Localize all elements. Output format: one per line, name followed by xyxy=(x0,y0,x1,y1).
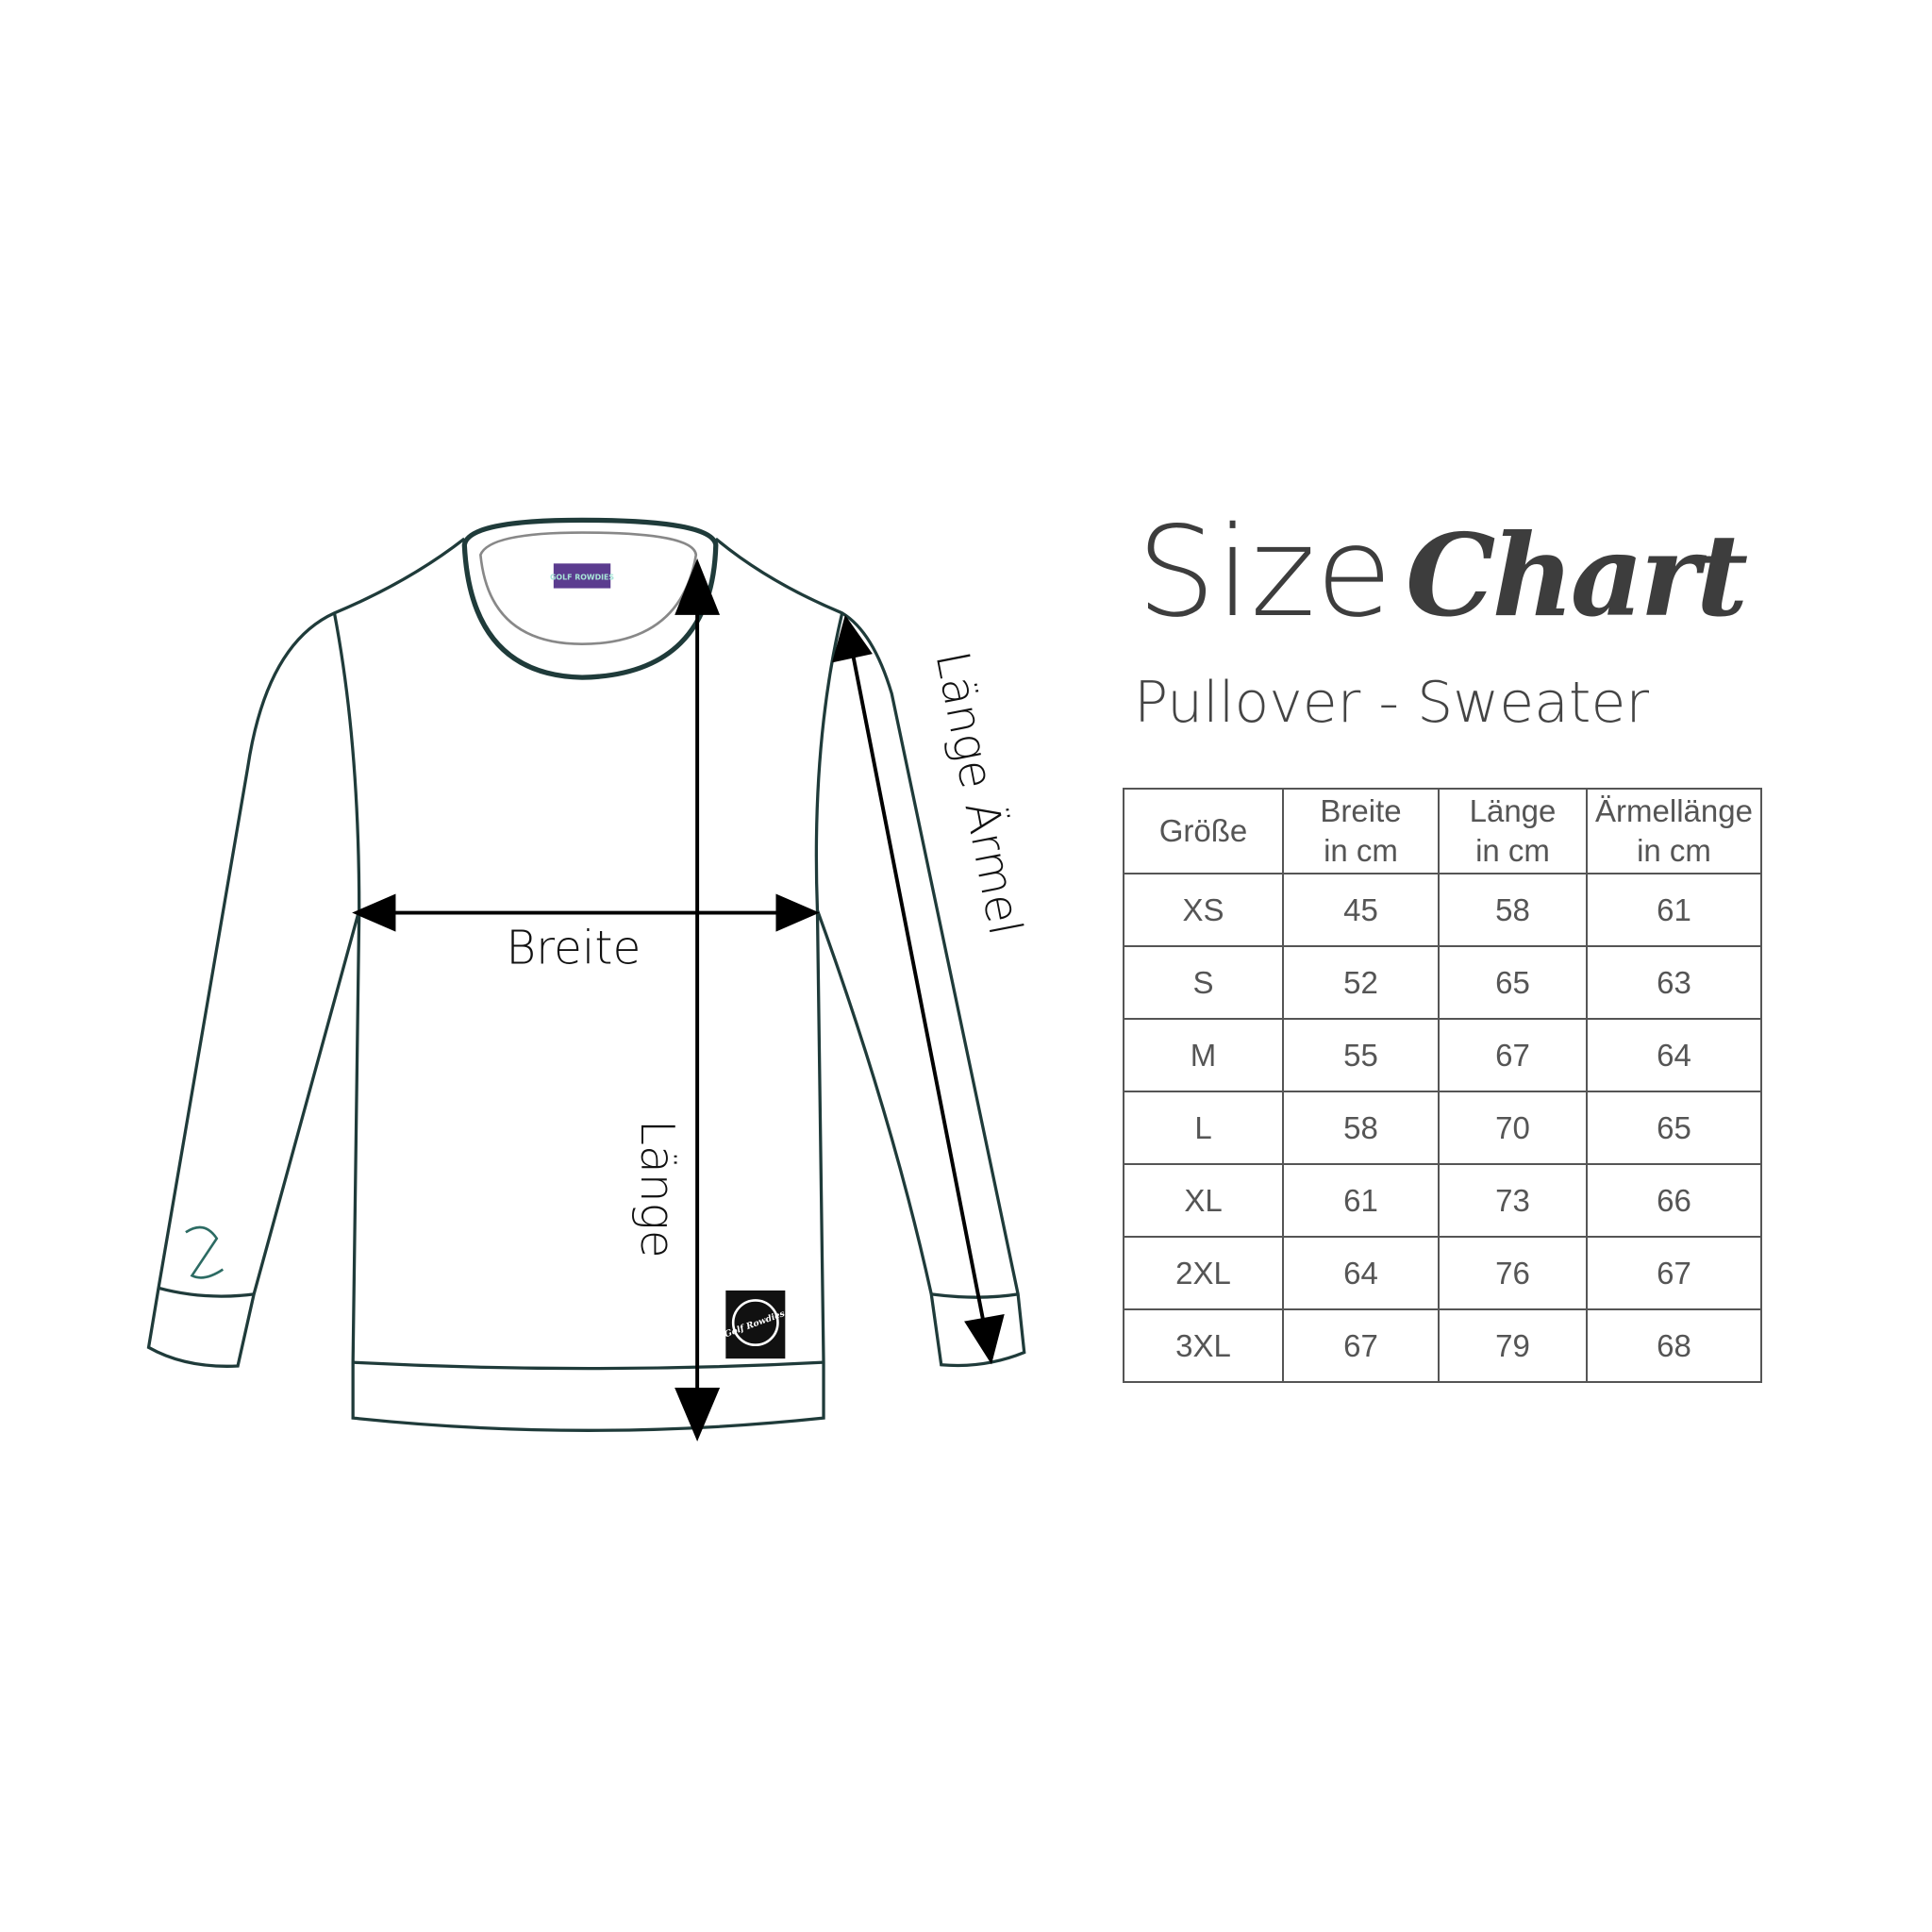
table-cell: 61 xyxy=(1282,1163,1440,1238)
table-cell: XL xyxy=(1123,1163,1284,1238)
table-cell: 66 xyxy=(1586,1163,1762,1238)
header-text: Ärmellänge xyxy=(1595,793,1753,828)
table-row: XL 61 73 66 xyxy=(1123,1163,1762,1238)
table-cell: 3XL xyxy=(1123,1308,1284,1383)
table-cell: 52 xyxy=(1282,945,1440,1020)
header-size: Größe xyxy=(1123,788,1284,874)
subtitle: Pullover - Sweater xyxy=(1134,670,1650,736)
header-row: Größe Breite in cm Länge in cm Ärmellänge i… xyxy=(1123,788,1762,874)
patch-logo xyxy=(725,1290,786,1359)
table-row: 2XL 64 76 67 xyxy=(1123,1236,1762,1310)
table-cell: 55 xyxy=(1282,1018,1440,1092)
table-cell: 67 xyxy=(1282,1308,1440,1383)
header-unit: in cm xyxy=(1475,833,1550,868)
table-cell: 58 xyxy=(1282,1091,1440,1165)
table-cell: S xyxy=(1123,945,1284,1020)
table-row: XS 45 58 61 xyxy=(1123,873,1762,947)
header-unit: in cm xyxy=(1324,833,1398,868)
sweater-outline xyxy=(146,537,1026,1432)
header-sleeve: Ärmellänge in cm xyxy=(1586,788,1762,874)
table-cell: 65 xyxy=(1586,1091,1762,1165)
header-width: Breite in cm xyxy=(1282,788,1440,874)
table-cell: 64 xyxy=(1282,1236,1440,1310)
title-size: Size xyxy=(1137,500,1392,645)
table-row: S 52 65 63 xyxy=(1123,945,1762,1020)
neck-label xyxy=(553,563,611,589)
size-table: Größe Breite in cm Länge in cm Ärmellänge i… xyxy=(1123,788,1762,1383)
header-text: Breite xyxy=(1320,793,1402,828)
table-cell: 45 xyxy=(1282,873,1440,947)
table-cell: 70 xyxy=(1438,1091,1588,1165)
header-length: Länge in cm xyxy=(1438,788,1588,874)
table-cell: 58 xyxy=(1438,873,1588,947)
table-cell: 61 xyxy=(1586,873,1762,947)
table-row: 3XL 67 79 68 xyxy=(1123,1308,1762,1383)
neck-label-text: GOLF ROWDIES xyxy=(550,573,614,581)
table-cell: 2XL xyxy=(1123,1236,1284,1310)
header-text: Länge xyxy=(1469,793,1557,828)
title-chart: Chart xyxy=(1406,509,1748,642)
table-cell: 76 xyxy=(1438,1236,1588,1310)
table-cell: L xyxy=(1123,1091,1284,1165)
table-row: L 58 70 65 xyxy=(1123,1091,1762,1165)
header-text: Größe xyxy=(1158,813,1248,848)
sleeve-logo xyxy=(185,1225,225,1279)
sleeve-arrow xyxy=(850,649,987,1328)
header-unit: in cm xyxy=(1637,833,1711,868)
table-cell: 63 xyxy=(1586,945,1762,1020)
table-cell: 64 xyxy=(1586,1018,1762,1092)
table-cell: 67 xyxy=(1586,1236,1762,1310)
table-cell: 68 xyxy=(1586,1308,1762,1383)
table-cell: 73 xyxy=(1438,1163,1588,1238)
width-label: Breite xyxy=(506,922,641,974)
table-cell: 65 xyxy=(1438,945,1588,1020)
table-cell: 67 xyxy=(1438,1018,1588,1092)
table-cell: M xyxy=(1123,1018,1284,1092)
table-cell: XS xyxy=(1123,873,1284,947)
table-row: M 55 67 64 xyxy=(1123,1018,1762,1092)
table-cell: 79 xyxy=(1438,1308,1588,1383)
length-label: Länge xyxy=(630,1120,683,1258)
sleeve-length-label: Länge Ärmel xyxy=(924,647,1031,940)
